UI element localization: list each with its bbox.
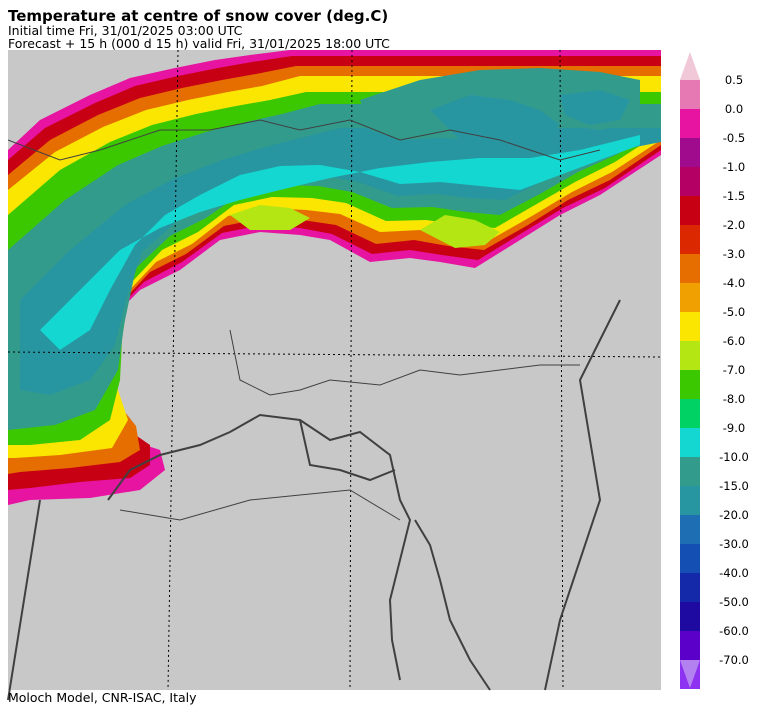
legend-label: -40.0 [719,566,749,580]
legend-label: -30.0 [719,537,749,551]
legend-label: 0.5 [724,73,744,87]
legend-swatch [680,312,700,341]
legend-label: -0.5 [722,131,746,145]
legend-swatch [680,544,700,573]
legend-swatch [680,370,700,399]
legend-swatch [680,341,700,370]
legend-swatch [680,399,700,428]
legend-label: -20.0 [719,508,749,522]
graticule [7,49,662,691]
legend-label: -10.0 [719,450,749,464]
legend-swatch [680,80,700,109]
western-alps-field [8,50,661,505]
legend-label: -50.0 [719,595,749,609]
legend-swatch [680,109,700,138]
legend-label: -7.0 [722,363,746,377]
legend-swatch [680,196,700,225]
legend-swatch [680,602,700,631]
legend-label: -8.0 [722,392,746,406]
color-legend [680,52,700,689]
coastlines-borders [7,119,621,701]
legend-swatch [680,428,700,457]
forecast-valid-label: Forecast + 15 h (000 d 15 h) valid Fri, … [8,36,390,51]
model-credit: Moloch Model, CNR-ISAC, Italy [8,690,197,705]
legend-label: -1.0 [722,160,746,174]
legend-swatch [680,225,700,254]
snow-temperature-field [8,50,661,505]
legend-swatch [680,283,700,312]
legend-swatch [680,573,700,602]
initial-time-label: Initial time Fri, 31/01/2025 03:00 UTC [8,23,243,38]
map-title: Temperature at centre of snow cover (deg… [8,7,389,25]
legend-label: -70.0 [719,653,749,667]
legend-label: -5.0 [722,305,746,319]
legend-label: -9.0 [722,421,746,435]
legend-label: -15.0 [719,479,749,493]
legend-label: 0.0 [724,102,744,116]
legend-top-arrow [680,52,700,80]
legend-swatch [680,486,700,515]
legend-swatch [680,138,700,167]
legend-label: -3.0 [722,247,746,261]
legend-swatch [680,631,700,660]
legend-label: -60.0 [719,624,749,638]
legend-bottom-arrow [680,660,700,688]
legend-swatch [680,254,700,283]
legend-label: -4.0 [722,276,746,290]
legend-label: -6.0 [722,334,746,348]
legend-label: -2.0 [722,218,746,232]
legend-label: -1.5 [722,189,746,203]
legend-swatch [680,515,700,544]
legend-swatch [680,457,700,486]
legend-swatch [680,167,700,196]
